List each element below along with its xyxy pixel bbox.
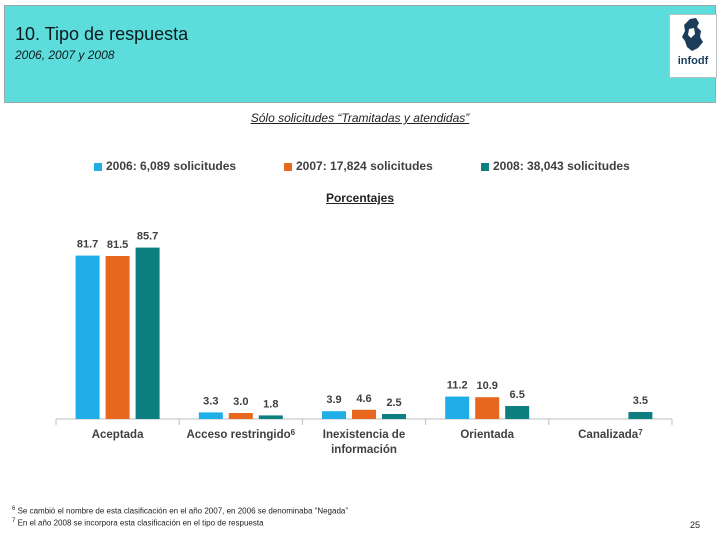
footnote-7: 7 En el año 2008 se incorpora esta clasi… [12, 518, 264, 528]
legend-label-2006: 2006: 6,089 solicitudes [106, 159, 237, 173]
category-label-canalizada: Canalizada7 [578, 428, 643, 441]
bar-acceso-restringido-2007 [228, 413, 253, 419]
data-label-acceso-restringido-2008: 1.8 [263, 398, 278, 410]
data-label-orientada-2007: 10.9 [476, 380, 497, 392]
bar-acceso-restringido-2008 [258, 415, 283, 419]
data-label-aceptada-2008: 85.7 [137, 231, 158, 243]
legend-swatch-2008 [481, 163, 489, 171]
footnote-7-mark: 7 [12, 518, 16, 524]
logo-text: infodf [677, 55, 709, 67]
category-label-aceptada: Aceptada [92, 429, 144, 441]
category-superscript-canalizada: 7 [638, 428, 643, 437]
bar-orientada-2006 [445, 396, 470, 419]
infodf-logo: infodf [669, 14, 717, 78]
header-banner: 10. Tipo de respuesta 2006, 2007 y 2008 … [4, 5, 717, 103]
data-label-inexistencia-de-informacion-2008: 2.5 [386, 397, 401, 409]
data-label-acceso-restringido-2006: 3.3 [203, 395, 218, 407]
mexico-city-map-icon [682, 18, 703, 51]
bar-inexistencia-de-informacion-2007 [352, 409, 376, 419]
legend-swatch-2006 [94, 163, 102, 171]
footnote-7-text: En el año 2008 se incorpora esta clasifi… [17, 518, 264, 528]
unit-label: Porcentajes [325, 191, 395, 205]
bar-inexistencia-de-informacion-2008 [382, 414, 406, 419]
bar-acceso-restringido-2006 [198, 412, 223, 419]
page-title: 10. Tipo de respuesta [15, 24, 189, 44]
bar-aceptada-2006 [75, 255, 100, 419]
page-subtitle: 2006, 2007 y 2008 [15, 48, 115, 62]
data-label-orientada-2006: 11.2 [447, 380, 468, 392]
bar-canalizada-2008 [628, 412, 653, 419]
legend-label-2008: 2008: 38,043 solicitudes [493, 159, 630, 173]
data-label-acceso-restringido-2007: 3.0 [233, 396, 248, 408]
category-label-acceso-restringido: Acceso restringido6 [186, 428, 295, 441]
bar-orientada-2007 [475, 397, 500, 419]
bar-aceptada-2007 [105, 256, 130, 419]
data-label-orientada-2008: 6.5 [510, 389, 525, 401]
legend-swatch-2007 [284, 163, 292, 171]
category-superscript-acceso-restringido: 6 [291, 428, 296, 437]
bar-inexistencia-de-informacion-2006 [322, 411, 346, 419]
bar-aceptada-2008 [135, 247, 160, 419]
data-label-aceptada-2006: 81.7 [77, 239, 98, 251]
category-label-orientada: Orientada [460, 429, 514, 441]
footnote-6: 6 Se cambió el nombre de esta clasificac… [12, 506, 348, 516]
chart-title: Sólo solicitudes “Tramitadas y atendidas… [250, 111, 470, 125]
bar-orientada-2008 [505, 406, 530, 419]
data-label-inexistencia-de-informacion-2007: 4.6 [356, 393, 371, 405]
page-number: 25 [690, 520, 701, 530]
category-label-inexistencia-de-informacion: Inexistencia de [323, 429, 405, 441]
data-label-canalizada-2008: 3.5 [633, 395, 648, 407]
data-label-inexistencia-de-informacion-2006: 3.9 [326, 394, 341, 406]
category-label-inexistencia-de-informacion-line2: información [331, 444, 397, 456]
legend-label-2007: 2007: 17,824 solicitudes [296, 159, 433, 173]
footnote-6-mark: 6 [12, 506, 16, 512]
data-label-aceptada-2007: 81.5 [107, 239, 128, 251]
footnote-6-text: Se cambió el nombre de esta clasificació… [17, 506, 349, 516]
